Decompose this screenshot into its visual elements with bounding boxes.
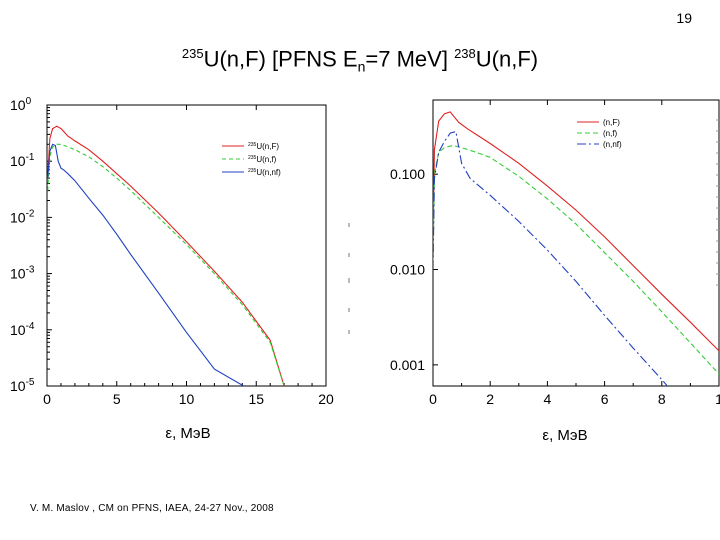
series-line-0 [47,125,285,386]
y-tick-base: 10 [10,266,26,282]
chart-238u: 0 2 4 6 8 1 0.100 0.010 0.001 (n,F) (n,f) (n,nf) ε, … [390,99,720,444]
footer-citation: V. M. Maslov , CM on PFNS, IAEA, 24-27 N… [30,503,274,514]
series-line-1 [47,143,285,386]
x-tick-label: 1 [715,391,720,407]
series-line-2 [433,130,669,386]
y-tick-exponent: -3 [26,265,35,276]
y-tick-exponent: -1 [26,152,35,163]
title-bracket-sub: n [357,58,366,75]
legend-name: U(n,F) [256,142,279,151]
y-tick-exponent: -2 [26,208,35,219]
title-bracket-open: [PFNS E [272,46,358,72]
y-tick-label: 100 [10,96,32,113]
plot-frame [432,99,720,387]
x-axis-label: ε, MэB [165,425,210,442]
x-tick-label: 15 [248,391,264,407]
series-line-2 [47,143,244,386]
x-tick-label: 2 [486,391,494,407]
chart-235u: 0 5 10 15 2010010-110-210-310-410-5235U(n,F)… [10,96,334,442]
y-tick-label: 10-4 [10,321,35,338]
y-tick-base: 10 [10,378,26,394]
series-line-0 [433,111,719,352]
y-tick-base: 10 [10,209,26,225]
y-tick-label: 0.100 [390,166,425,182]
x-tick-label: 4 [544,391,552,407]
title-right-reaction: U(n,F) [475,46,539,72]
title-left-mass: 235 [181,46,204,61]
y-tick-base: 10 [10,322,26,338]
x-tick-label: 5 [113,391,121,407]
y-tick-exponent: -5 [26,377,35,388]
y-tick-label: 0.010 [390,262,425,278]
series-line-1 [433,144,719,375]
legend-entry: 235U(n,f) [248,155,277,164]
scan-artifact-marks [346,218,352,338]
y-tick-exponent: 0 [26,96,32,107]
x-tick-label: 20 [318,391,334,407]
x-tick-label: 8 [658,391,666,407]
y-tick-label: 0.001 [390,357,425,373]
x-tick-label: 0 [43,391,51,407]
legend-entry: 235U(n,F) [248,142,279,151]
series-group [433,111,719,386]
y-tick-exponent: -4 [26,321,35,332]
legend-mass: 235 [248,155,257,161]
legend-mass: 235 [248,168,257,174]
legend-mass: 235 [248,142,257,148]
slide-title: 235U(n,F) [PFNS En=7 MeV] 238U(n,F) [0,46,720,75]
x-tick-label: 6 [601,391,609,407]
plot-frame [46,104,327,387]
legend-name: U(n,f) [256,155,276,164]
y-tick-label: 10-3 [10,265,35,282]
legend-entry: 235U(n,nf) [248,168,281,177]
x-tick-label: 0 [429,391,437,407]
series-group [47,125,285,386]
y-tick-label: 10-1 [10,152,35,169]
legend-name: U(n,nf) [256,168,281,177]
title-bracket-close: =7 MeV] [365,46,448,72]
y-tick-base: 10 [10,153,26,169]
title-left-reaction: U(n,F) [203,46,266,72]
y-tick-label: 10-5 [10,377,35,394]
x-axis-label: ε, MэB [542,427,587,444]
page-number: 19 [676,10,692,26]
x-tick-label: 10 [179,391,195,407]
y-tick-label: 10-2 [10,208,35,225]
y-tick-base: 10 [10,97,26,113]
title-right-mass: 238 [454,46,476,61]
legend-entry: (n,f) [603,129,618,138]
legend-entry: (n,nf) [603,140,622,149]
legend-entry: (n,F) [603,118,620,127]
